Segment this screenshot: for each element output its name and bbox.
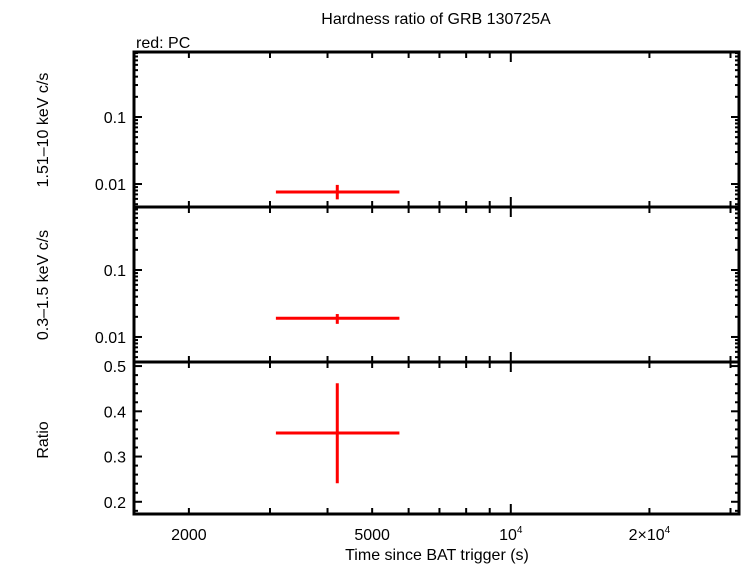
y-tick-label: 0.2: [104, 495, 126, 512]
y-axis-label-ratio: Ratio: [35, 421, 52, 458]
y-tick-label: 0.4: [104, 404, 126, 421]
x-tick-label: 2000: [171, 527, 207, 544]
panel-frame-2: [132, 360, 741, 516]
panel-frame-0: [132, 50, 741, 209]
x-tick-label: 104: [499, 525, 523, 544]
x-tick-label: 5000: [354, 527, 390, 544]
legend-note: red: PC: [136, 35, 190, 52]
x-tick-label-base: 2000: [171, 527, 207, 544]
y-tick-label: 0.01: [95, 177, 126, 194]
y-tick-label: 0.01: [95, 330, 126, 347]
y-tick-label: 0.3: [104, 450, 126, 467]
y-axis-label-hard: 1.51–10 keV c/s: [35, 73, 52, 188]
panel-frame-1: [132, 205, 741, 364]
x-tick-label-exponent: 4: [517, 525, 523, 536]
x-tick-label-exponent: 4: [665, 525, 671, 536]
x-tick-label-base: 10: [499, 527, 517, 544]
y-tick-label: 0.1: [104, 110, 126, 127]
x-tick-label-base: 2×10: [629, 527, 665, 544]
x-tick-label-base: 5000: [354, 527, 390, 544]
x-tick-label: 2×104: [629, 525, 671, 544]
chart-title: Hardness ratio of GRB 130725A: [321, 11, 551, 28]
x-axis-label: Time since BAT trigger (s): [345, 547, 529, 564]
y-tick-label: 0.1: [104, 263, 126, 280]
y-axis-label-soft: 0.3–1.5 keV c/s: [35, 230, 52, 340]
y-tick-label: 0.5: [104, 359, 126, 376]
